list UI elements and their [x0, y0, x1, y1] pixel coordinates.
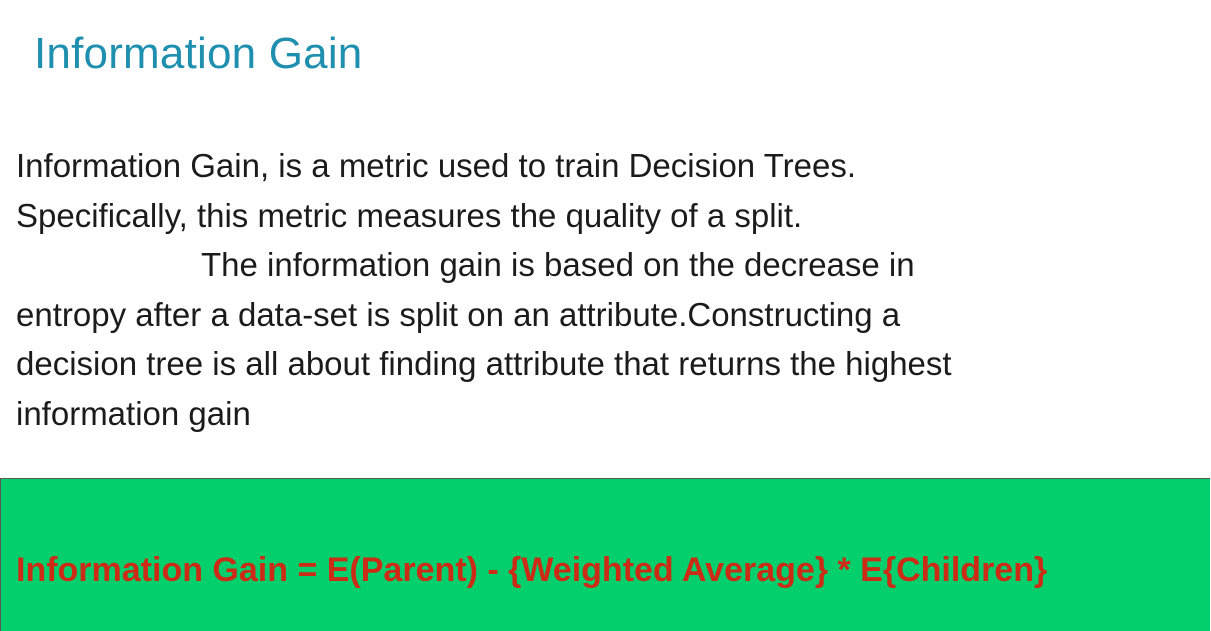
body-line: Specifically, this metric measures the q…	[16, 196, 803, 234]
slide-title: Information Gain	[34, 29, 363, 78]
body-line: The information gain is based on the dec…	[201, 246, 915, 283]
body-line: decision tree is all about finding attri…	[16, 345, 952, 382]
formula-text: Information Gain = E(Parent) - {Weighted…	[16, 551, 1048, 589]
body-line: Information Gain, is a metric used to tr…	[16, 147, 857, 184]
body-line: entropy after a data-set is split on an …	[16, 295, 901, 333]
slide-body-text: Information Gain, is a metric used to tr…	[16, 141, 1206, 438]
formula-highlight-box	[0, 478, 1210, 631]
body-line: information gain	[16, 394, 251, 432]
